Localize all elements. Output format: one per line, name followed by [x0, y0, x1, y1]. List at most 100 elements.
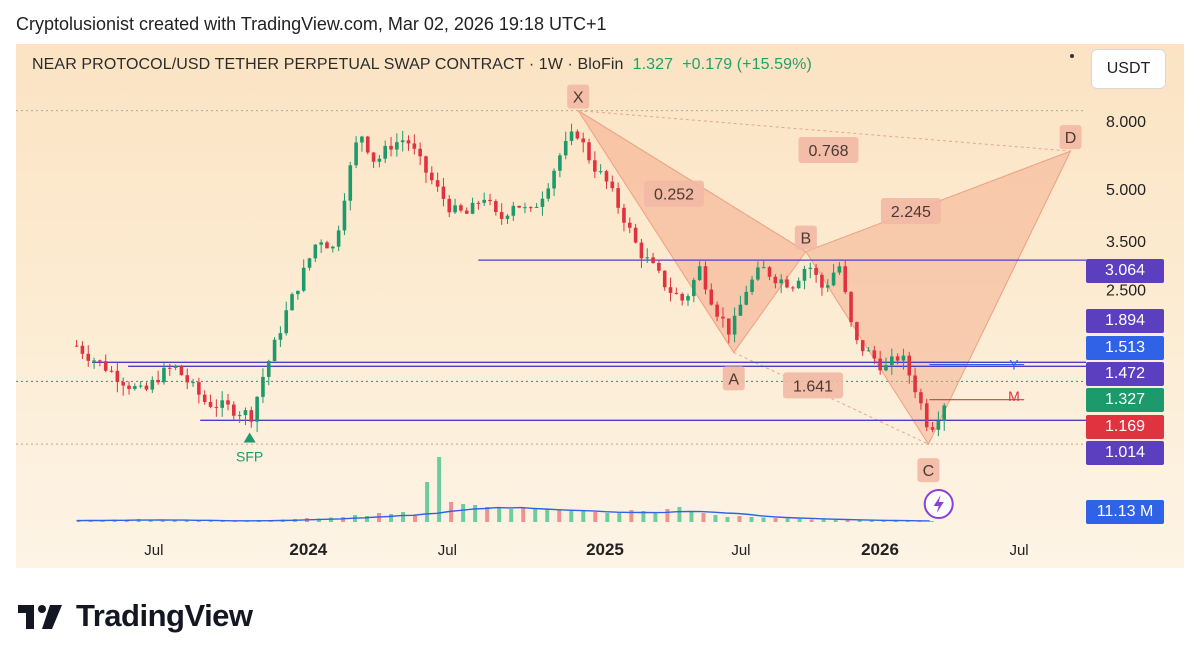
candle-body	[511, 205, 516, 216]
candle-body	[767, 267, 772, 277]
candle-body	[261, 376, 265, 397]
volume-bar	[473, 505, 478, 522]
candle-body	[138, 385, 143, 387]
annotation-y: Y	[1009, 357, 1019, 373]
candle-body	[534, 206, 539, 208]
ratio-label: 2.245	[891, 204, 931, 221]
candle-body	[715, 304, 719, 317]
volume-bar	[557, 510, 562, 522]
candle-body	[278, 333, 283, 340]
candle-body	[825, 285, 830, 288]
candle-body	[336, 230, 341, 247]
harmonic-point-c: C	[923, 463, 935, 480]
candle-body	[750, 279, 754, 292]
candle-body	[360, 136, 364, 143]
candle-body	[913, 375, 917, 393]
candle-body	[639, 242, 644, 259]
harmonic-point-badge	[794, 225, 817, 250]
candle-body	[785, 279, 789, 288]
volume-bar	[785, 518, 790, 522]
ratio-badge	[880, 198, 941, 225]
candle-body	[377, 158, 382, 162]
volume-bar	[857, 520, 862, 522]
candle-body	[74, 345, 79, 347]
candle-body	[98, 360, 102, 362]
candle-body	[575, 131, 580, 139]
candle-body	[272, 339, 277, 361]
harmonic-point-badge	[917, 458, 940, 483]
harmonic-point-badge	[1059, 125, 1082, 150]
candle-body	[569, 131, 574, 141]
price-tag: 1.169	[1086, 415, 1164, 439]
ratio-label: 0.252	[654, 187, 694, 204]
volume-bar	[833, 520, 838, 522]
volume-bar	[485, 507, 490, 522]
harmonic-point-b: B	[801, 231, 812, 248]
volume-bar	[929, 521, 934, 522]
volume-bar	[581, 511, 586, 522]
candle-body	[109, 370, 114, 372]
candle-body	[657, 263, 661, 271]
candle-body	[581, 138, 585, 143]
x-axis-tick-label: Jul	[731, 542, 750, 559]
candle-body	[249, 410, 254, 422]
candle-body	[476, 202, 481, 204]
volume-bar	[713, 515, 718, 522]
candle-body	[528, 207, 533, 209]
candle-body	[179, 365, 184, 376]
candle-body	[371, 152, 376, 162]
candle-body	[924, 403, 929, 428]
last-price: 1.327	[632, 56, 674, 73]
currency-button[interactable]: USDT	[1091, 49, 1166, 89]
volume-bar	[172, 520, 177, 522]
candle-body	[674, 292, 679, 294]
candle-body	[80, 345, 85, 354]
candle-body	[942, 405, 947, 421]
volume-moving-average	[76, 506, 930, 522]
volume-bar	[665, 509, 670, 522]
x-axis-tick-label: 2024	[289, 540, 327, 559]
y-axis-tick-label: 5.000	[1106, 182, 1146, 199]
lightning-glyph-icon	[933, 495, 944, 513]
candle-body	[121, 382, 125, 386]
price-change: +0.179 (+15.59%)	[682, 56, 812, 73]
candle-body	[144, 385, 149, 390]
candle-body	[313, 244, 318, 259]
volume-bar	[701, 513, 706, 522]
volume-bar	[124, 520, 129, 522]
candle-body	[837, 266, 842, 273]
harmonic-xd-line	[578, 110, 1071, 152]
volume-bar	[869, 520, 874, 522]
ratio-badge	[783, 372, 844, 399]
candle-body	[115, 370, 120, 383]
volume-bar	[725, 517, 730, 522]
candle-body	[814, 267, 818, 275]
candle-body	[505, 215, 510, 219]
volume-bar	[773, 518, 778, 522]
candle-body	[820, 274, 824, 288]
candle-body	[860, 340, 865, 352]
candle-body	[331, 246, 335, 249]
candle-body	[133, 386, 137, 389]
candle-body	[296, 290, 300, 295]
symbol-title: NEAR PROTOCOL/USD TETHER PERPETUAL SWAP …	[32, 56, 812, 74]
menu-dot-icon[interactable]	[1070, 54, 1074, 58]
price-tag: 1.472	[1086, 362, 1164, 386]
x-axis-tick-label: 2026	[861, 540, 899, 559]
candle-body	[692, 280, 696, 297]
volume-bar	[545, 509, 550, 522]
annotation-m: M	[1008, 388, 1020, 404]
volume-tag: 11.13 M	[1086, 500, 1164, 524]
volume-bar	[881, 520, 886, 522]
y-axis-tick-label: 8.000	[1106, 114, 1146, 131]
volume-bar	[389, 514, 394, 522]
chart-canvas[interactable]: X A B C D 0.768 0.252 2.245 1.641 YM SFP 8.000 5.000…	[16, 44, 1184, 568]
candle-body	[383, 145, 388, 159]
candle-body	[808, 267, 813, 269]
volume-bar	[809, 519, 814, 522]
candle-body	[872, 350, 877, 359]
candle-body	[162, 367, 166, 383]
candle-body	[290, 294, 294, 311]
volume-bar	[232, 521, 237, 522]
chart-panel[interactable]: X A B C D 0.768 0.252 2.245 1.641 Y M SFP 8.000 5.000…	[16, 44, 1184, 568]
